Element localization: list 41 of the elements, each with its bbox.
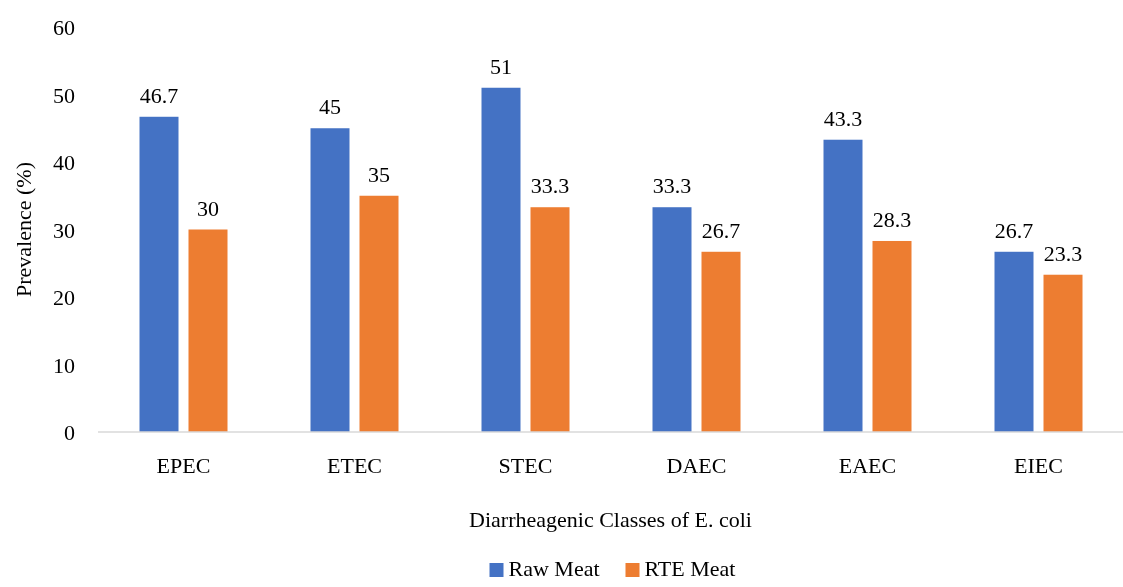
- data-label: 23.3: [1043, 240, 1083, 266]
- y-tick-label: 20: [53, 285, 75, 310]
- y-axis-title: Prevalence (%): [11, 162, 36, 297]
- data-label: 35: [368, 161, 390, 187]
- bar: [310, 128, 350, 432]
- x-axis-title: Diarrheagenic Classes of E. coli: [469, 507, 752, 532]
- y-tick-label: 60: [53, 15, 75, 40]
- legend-label: Raw Meat: [508, 556, 600, 581]
- y-tick-label: 50: [53, 82, 75, 108]
- bar: [481, 87, 521, 432]
- bar: [872, 240, 912, 432]
- x-tick-label: EIEC: [1014, 453, 1063, 478]
- data-label: 30: [197, 195, 219, 221]
- data-label: 26.7: [994, 217, 1034, 243]
- bar: [1043, 274, 1083, 432]
- bar: [139, 116, 179, 432]
- data-label: 26.7: [701, 217, 741, 243]
- y-tick-label: 10: [53, 352, 75, 378]
- y-tick-label: 0: [64, 420, 75, 445]
- data-label: 45: [319, 94, 341, 120]
- data-label: 33.3: [530, 173, 570, 199]
- x-tick-label: STEC: [498, 453, 553, 478]
- x-tick-label: EAEC: [838, 453, 897, 478]
- bar: [994, 251, 1034, 432]
- data-label: 43.3: [823, 105, 863, 131]
- data-label: 46.7: [139, 82, 179, 108]
- bar: [701, 251, 741, 432]
- x-tick-label: ETEC: [327, 453, 382, 478]
- bar: [652, 207, 692, 432]
- bar: [359, 195, 399, 432]
- legend-label: RTE Meat: [644, 556, 736, 581]
- data-label: 51: [490, 53, 512, 79]
- bar: [188, 229, 228, 432]
- bar: [530, 207, 570, 432]
- y-tick-label: 40: [53, 150, 75, 175]
- data-label: 33.3: [652, 173, 692, 199]
- data-label: 28.3: [872, 206, 912, 232]
- bar: [823, 139, 863, 432]
- x-tick-label: EPEC: [156, 453, 211, 478]
- y-tick-label: 30: [53, 217, 75, 243]
- x-tick-label: DAEC: [666, 453, 727, 478]
